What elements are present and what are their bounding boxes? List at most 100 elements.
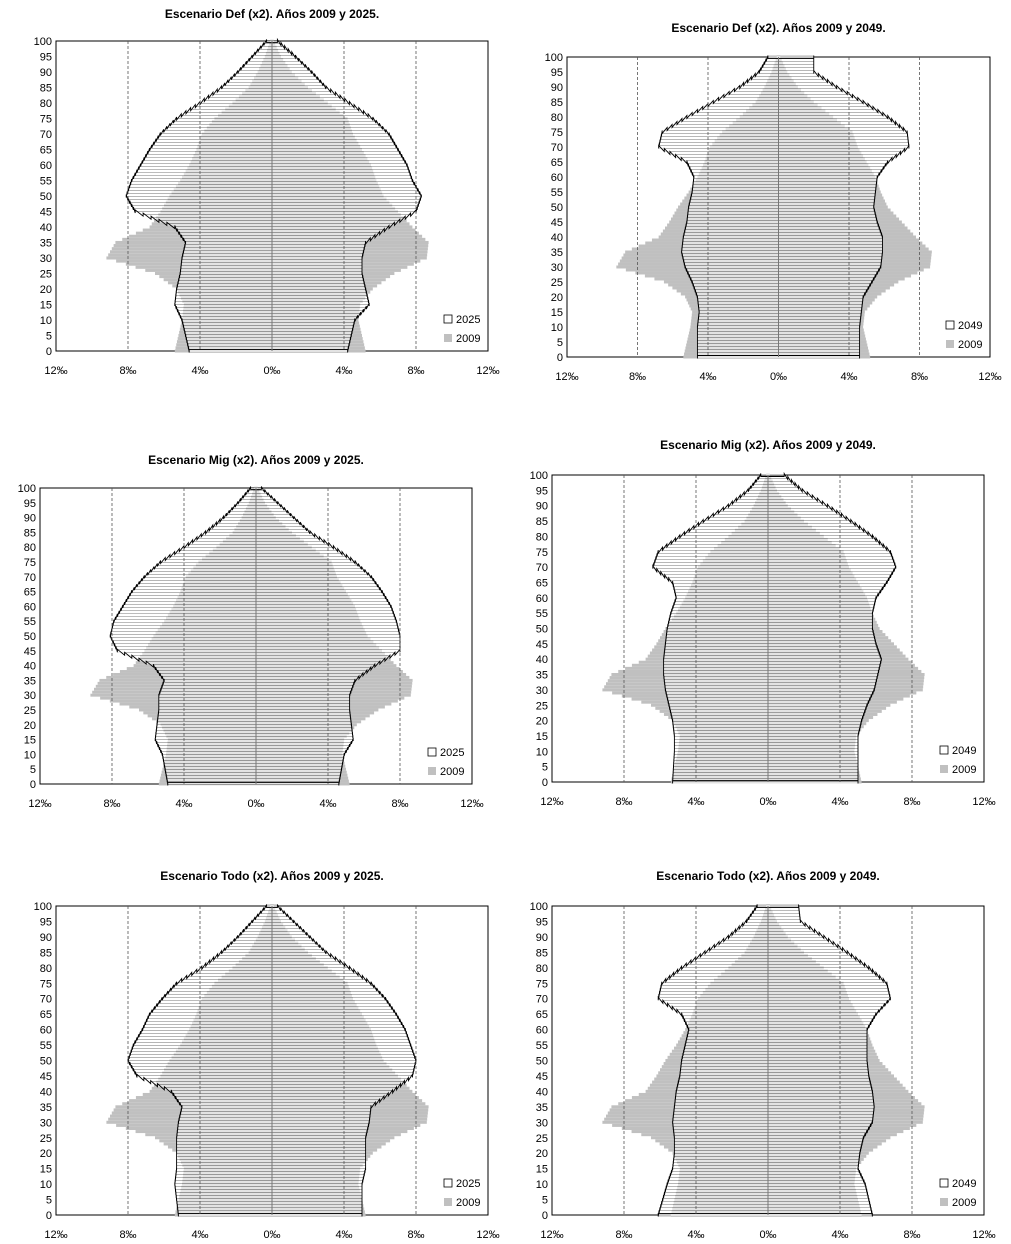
bar-2049	[751, 76, 823, 80]
bar-2049	[692, 184, 877, 188]
bar-2049	[664, 682, 876, 686]
bar-2025	[201, 533, 315, 537]
bar-2049	[692, 187, 876, 191]
bar-2025	[155, 667, 371, 671]
bar-2049	[697, 298, 863, 302]
bar-2049	[673, 1114, 874, 1118]
bar-2025	[152, 1009, 395, 1013]
bar-2025	[184, 330, 352, 334]
bar-2049	[760, 473, 785, 477]
bar-2025	[139, 581, 376, 585]
bar-2025	[174, 551, 343, 555]
bar-2025	[153, 141, 395, 145]
legend-label-2025: 2025	[456, 314, 480, 326]
y-tick-label: 5	[542, 762, 548, 774]
bar-2025	[158, 702, 350, 706]
bar-2025	[131, 1065, 415, 1069]
bar-2025	[167, 779, 340, 783]
bar-2025	[163, 681, 354, 685]
y-tick-label: 75	[551, 127, 563, 139]
x-tick-label: 8‰	[903, 1229, 920, 1241]
bar-2049	[677, 969, 873, 973]
bar-2025	[223, 516, 294, 520]
bar-2025	[240, 67, 309, 71]
bar-2025	[228, 944, 320, 948]
bar-2025	[157, 720, 352, 724]
bar-2049	[666, 1185, 866, 1189]
bar-2025	[243, 495, 272, 499]
bar-2049	[750, 485, 799, 489]
bar-2025	[185, 240, 366, 245]
bar-2025	[255, 51, 292, 55]
bar-2025	[112, 625, 398, 629]
bar-2049	[665, 978, 884, 982]
y-tick-label: 15	[536, 731, 548, 743]
bar-2025	[175, 1096, 384, 1100]
bar-2049	[664, 148, 905, 152]
bar-2025	[178, 1210, 362, 1214]
y-tick-label: 50	[536, 624, 548, 636]
bar-2025	[234, 938, 314, 942]
bar-2049	[693, 525, 860, 529]
bar-2049	[673, 762, 858, 766]
bar-2049	[665, 1188, 867, 1192]
bar-2049	[672, 1120, 873, 1124]
y-tick-label: 50	[536, 1056, 548, 1068]
bar-2025	[142, 160, 406, 164]
bar-2049	[766, 58, 814, 62]
bar-2049	[668, 577, 889, 581]
bar-2049	[673, 1126, 869, 1130]
bar-2025	[176, 1142, 366, 1146]
legend-label-2049: 2049	[952, 1178, 976, 1190]
bar-2049	[674, 752, 858, 756]
bar-2025	[147, 572, 368, 576]
legend-swatch-2009	[946, 340, 954, 348]
bar-2025	[224, 82, 324, 86]
y-tick-label: 80	[536, 531, 548, 543]
y-tick-label: 65	[40, 145, 52, 157]
bar-2049	[682, 253, 883, 257]
bar-2025	[176, 116, 373, 121]
y-tick-label: 100	[530, 901, 548, 913]
y-tick-label: 10	[24, 749, 36, 761]
bar-2049	[664, 651, 880, 655]
bar-2025	[175, 1179, 363, 1183]
bar-2025	[130, 593, 384, 597]
bar-2049	[681, 118, 892, 122]
y-tick-label: 35	[40, 1102, 52, 1114]
bar-2025	[238, 501, 278, 505]
y-tick-label: 85	[40, 83, 52, 95]
x-tick-label: 0‰	[263, 1229, 280, 1241]
bar-2049	[662, 547, 887, 551]
bar-2049	[675, 1092, 873, 1097]
bar-2025	[173, 984, 374, 988]
bar-2049	[697, 295, 864, 299]
bar-2025	[184, 327, 353, 331]
bar-2049	[666, 636, 875, 640]
bar-2025	[191, 972, 359, 976]
x-tick-label: 12‰	[44, 365, 67, 377]
y-tick-label: 0	[46, 346, 52, 358]
bar-2025	[128, 596, 386, 599]
bar-2025	[164, 678, 355, 682]
y-tick-label: 65	[24, 587, 36, 599]
bar-2049	[675, 1099, 874, 1103]
bar-2025	[136, 584, 378, 588]
y-tick-label: 10	[536, 746, 548, 758]
y-tick-label: 0	[30, 779, 36, 791]
bar-2049	[690, 199, 875, 203]
bar-2049	[685, 226, 880, 230]
bar-2025	[182, 1105, 371, 1109]
bar-2025	[266, 39, 278, 43]
bar-2025	[187, 343, 350, 347]
bar-2049	[723, 938, 829, 942]
bar-2049	[663, 666, 880, 670]
bar-2049	[689, 202, 875, 206]
bar-2049	[688, 205, 874, 209]
bar-2025	[158, 219, 400, 223]
bar-2025	[142, 1028, 406, 1032]
bar-2049	[759, 70, 814, 74]
bar-2025	[243, 929, 304, 933]
bar-2025	[200, 101, 350, 105]
y-tick-label: 70	[536, 562, 548, 574]
